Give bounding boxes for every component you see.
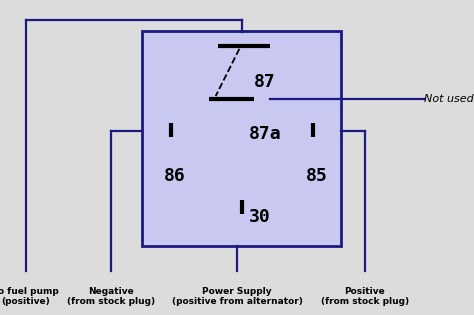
Text: 87: 87 (254, 73, 275, 91)
Bar (142, 32, 341, 246)
Text: 85: 85 (306, 167, 328, 186)
Text: To fuel pump
(positive): To fuel pump (positive) (0, 287, 59, 306)
Text: Not used: Not used (424, 94, 474, 104)
Text: Positive
(from stock plug): Positive (from stock plug) (321, 287, 409, 306)
Text: Negative
(from stock plug): Negative (from stock plug) (67, 287, 155, 306)
Text: Power Supply
(positive from alternator): Power Supply (positive from alternator) (172, 287, 302, 306)
Text: 86: 86 (164, 167, 185, 186)
Text: 30: 30 (249, 208, 271, 226)
Text: 87a: 87a (249, 125, 282, 143)
